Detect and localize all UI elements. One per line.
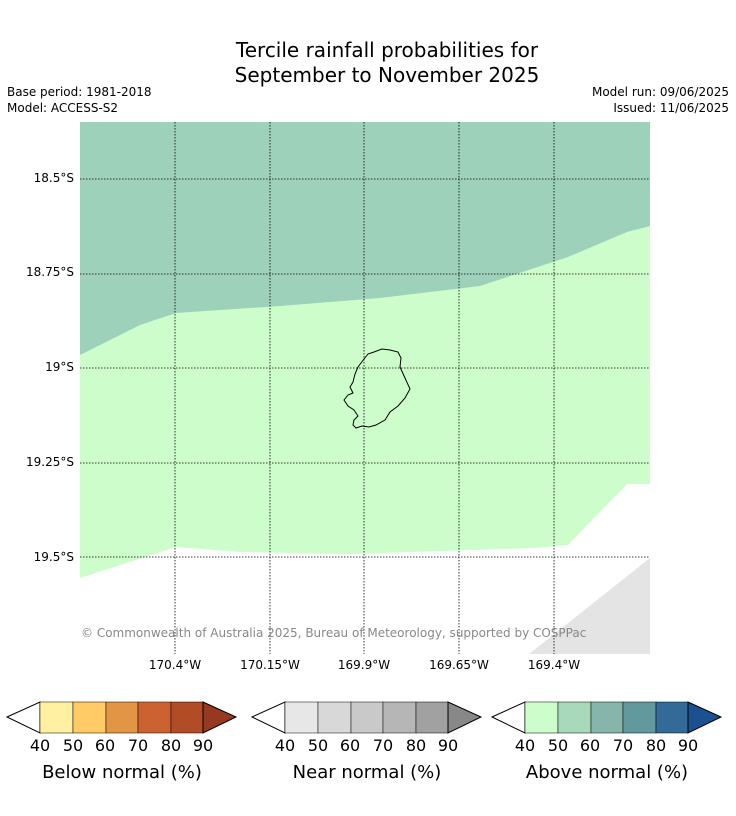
cb-below-seg-1 [39,701,74,734]
lon-label-169-65: 169.65°W [429,658,489,672]
lat-label-18-5: 18.5°S [33,171,74,185]
cb-above-tick-50: 50 [547,736,569,755]
cb-near-seg-4 [382,701,417,734]
cb-below-seg-3 [105,701,139,734]
cb-below-tick-70: 70 [127,736,149,755]
cb-near-tick-70: 70 [372,736,394,755]
cb-above-title: Above normal (%) [525,762,689,783]
cb-above-tick-60: 60 [579,736,601,755]
issued-date: Issued: 11/06/2025 [613,101,729,115]
cb-above-seg-3 [590,701,624,734]
cb-above-over [687,701,723,734]
cb-below-under [5,701,41,734]
cb-near-seg-3 [350,701,384,734]
cb-below-tick-80: 80 [160,736,182,755]
cb-below-title: Below normal (%) [42,762,202,783]
cb-near-tick-80: 80 [405,736,427,755]
cb-above-tick-80: 80 [645,736,667,755]
cb-above-seg-1 [524,701,559,734]
cb-near-under [250,701,286,734]
colorbar-near-normal [250,701,483,734]
lat-label-18-75: 18.75°S [26,265,74,279]
region-above-50 [80,122,650,355]
cb-near-tick-40: 40 [274,736,296,755]
cb-near-title: Near normal (%) [292,762,442,783]
meta-left: Base period: 1981-2018 Model: ACCESS-S2 [7,84,152,116]
cb-below-seg-4 [137,701,172,734]
lat-label-19: 19°S [45,360,74,374]
cb-near-over [447,701,483,734]
island-coastline [343,348,411,429]
cb-above-seg-2 [557,701,592,734]
cb-above-tick-90: 90 [677,736,699,755]
grid-lines [80,122,650,654]
base-period: Base period: 1981-2018 [7,85,152,99]
model-run: Model run: 09/06/2025 [591,85,729,99]
title-line-1: Tercile rainfall probabilities for [235,38,539,62]
cb-near-seg-1 [284,701,319,734]
cb-below-seg-5 [170,701,204,734]
cb-below-seg-2 [72,701,107,734]
cb-below-tick-50: 50 [62,736,84,755]
cb-near-seg-5 [415,701,449,734]
cb-near-tick-50: 50 [307,736,329,755]
region-no-data [529,558,650,654]
title-line-2: September to November 2025 [234,63,540,87]
model-name: Model: ACCESS-S2 [7,101,119,115]
copyright-text: © Commonwealth of Australia 2025, Bureau… [81,626,586,640]
cb-near-tick-60: 60 [339,736,361,755]
cb-above-under [490,701,526,734]
map-canvas[interactable]: © Commonwealth of Australia 2025, Bureau… [80,122,650,654]
cb-near-tick-90: 90 [437,736,459,755]
lon-label-169-4: 169.4°W [527,658,581,672]
cb-below-tick-60: 60 [94,736,116,755]
cb-above-seg-4 [622,701,657,734]
lon-label-169-9: 169.9°W [337,658,391,672]
cb-above-tick-40: 40 [514,736,536,755]
lon-label-170-15: 170.15°W [240,658,300,672]
lat-label-19-25: 19.25°S [26,455,74,469]
cb-below-tick-90: 90 [192,736,214,755]
meta-right: Model run: 09/06/2025 Issued: 11/06/2025 [592,84,729,116]
cb-below-tick-40: 40 [29,736,51,755]
map-title: Tercile rainfall probabilities for Septe… [0,38,736,88]
colorbar-above-normal [490,701,723,734]
cb-below-over [202,701,238,734]
colorbar-below-normal [5,701,238,734]
cb-above-tick-70: 70 [612,736,634,755]
cb-near-seg-2 [317,701,352,734]
lat-label-19-5: 19.5°S [33,550,74,564]
lon-label-170-4: 170.4°W [148,658,202,672]
cb-above-seg-5 [655,701,689,734]
